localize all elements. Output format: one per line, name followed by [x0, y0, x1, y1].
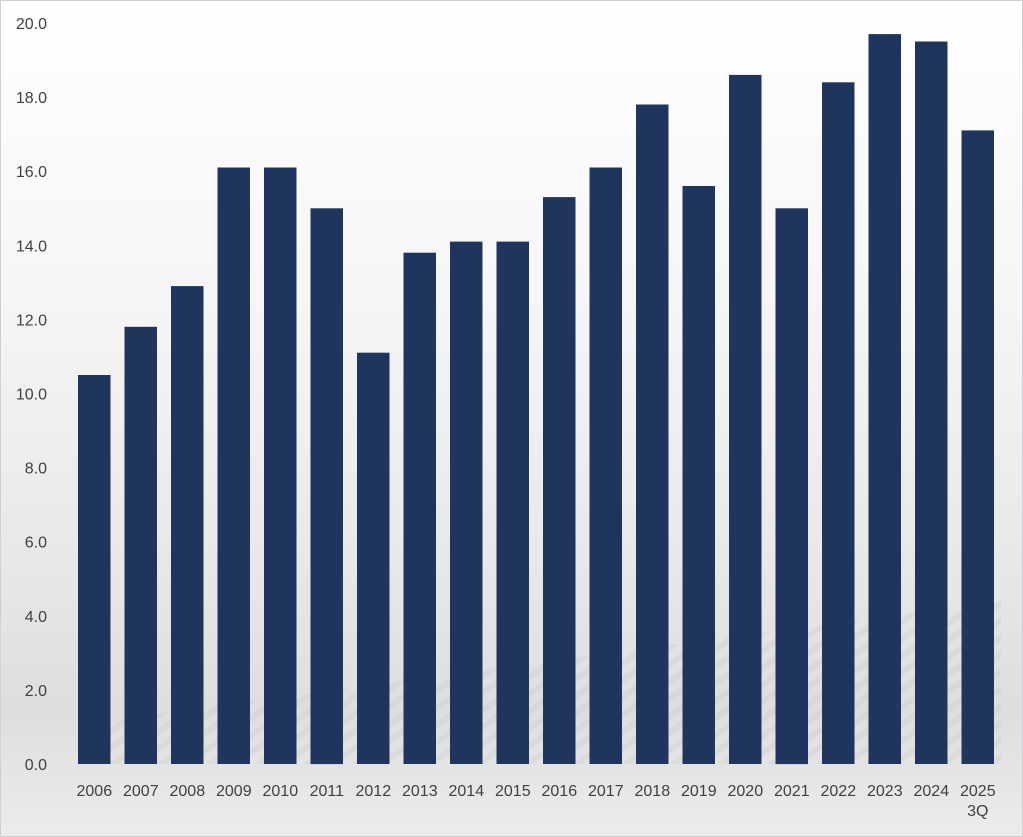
x-tick-label: 2012: [356, 783, 392, 800]
y-tick-label: 14.0: [16, 238, 47, 255]
y-tick-label: 4.0: [25, 609, 47, 626]
bar: [589, 167, 622, 764]
bar: [264, 167, 297, 764]
bar: [217, 167, 250, 764]
y-axis-tick-labels: 0.0 2.0 4.0 6.0 8.0 10.0 12.0 14.0 16.0 18.0 20.0: [16, 16, 47, 774]
y-tick-label: 10.0: [16, 387, 47, 404]
x-tick-label: 2011: [310, 783, 345, 800]
x-tick-label: 2020: [728, 783, 764, 800]
bar: [868, 34, 901, 765]
bar: [357, 352, 390, 764]
x-tick-label: 2007: [123, 783, 159, 800]
bar: [915, 41, 948, 764]
bar: [543, 197, 576, 765]
x-tick-label: 2016: [542, 783, 578, 800]
bar: [961, 130, 994, 764]
x-tick-label: 2023: [867, 783, 903, 800]
bar: [78, 375, 111, 764]
y-tick-label: 20.0: [16, 16, 47, 33]
bar: [682, 186, 715, 764]
bar-series: [78, 34, 994, 765]
y-tick-label: 16.0: [16, 164, 47, 181]
y-tick-label: 0.0: [25, 757, 47, 774]
bar: [124, 326, 157, 764]
x-tick-label: 2013: [402, 783, 438, 800]
x-tick-label: 2009: [216, 783, 252, 800]
x-tick-label: 2022: [821, 783, 857, 800]
x-axis-tick-labels: 2006 2007 2008 2009 2010 2011 2012 2013 2014 2015…: [77, 783, 996, 820]
y-tick-label: 8.0: [25, 461, 47, 478]
x-tick-label: 2024: [914, 783, 950, 800]
x-tick-label: 2025 3Q: [960, 783, 996, 820]
y-tick-label: 6.0: [25, 535, 47, 552]
x-tick-label: 2015: [495, 783, 531, 800]
bar: [729, 74, 762, 764]
bar: [822, 82, 855, 765]
x-tick-label: 2019: [681, 783, 717, 800]
y-tick-label: 12.0: [16, 312, 47, 329]
x-tick-label: 2010: [263, 783, 299, 800]
bar: [403, 252, 436, 764]
bar: [775, 208, 808, 765]
x-tick-label: 2018: [635, 783, 671, 800]
x-tick-label: 2006: [77, 783, 113, 800]
x-tick-label: 2021: [774, 783, 810, 800]
y-tick-label: 2.0: [25, 683, 47, 700]
x-tick-label: 2017: [588, 783, 624, 800]
x-tick-label: 2008: [170, 783, 206, 800]
y-tick-label: 18.0: [16, 90, 47, 107]
bar: [310, 208, 343, 765]
bar: [171, 286, 204, 764]
x-tick-label: 2014: [449, 783, 485, 800]
bar: [636, 104, 669, 764]
bar: [450, 241, 483, 765]
bar: [496, 241, 529, 765]
